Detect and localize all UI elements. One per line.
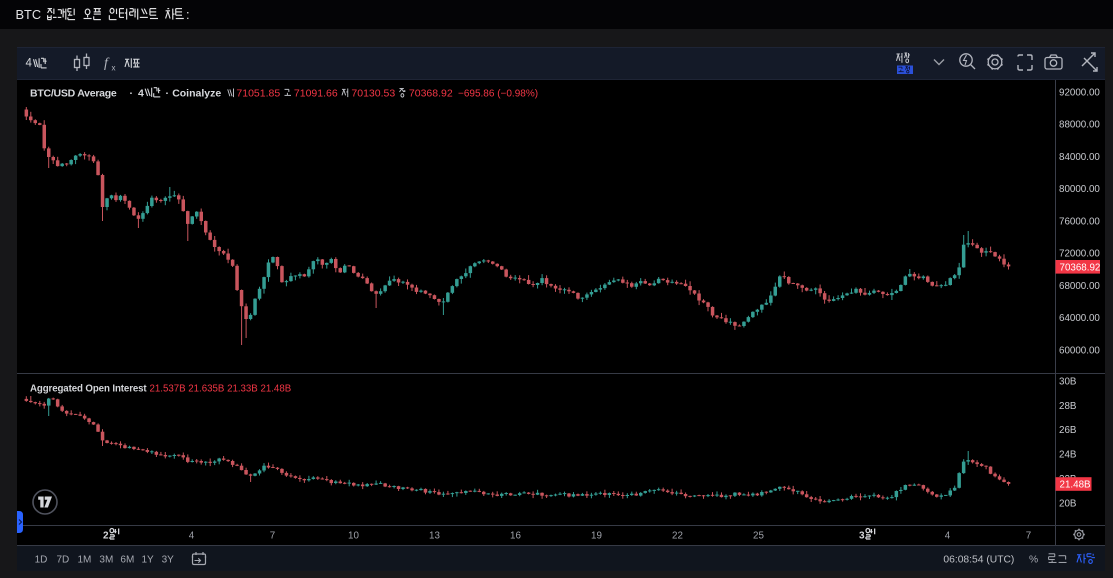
svg-text:72000.00: 72000.00 bbox=[1059, 249, 1100, 260]
svg-text::: : bbox=[186, 7, 190, 22]
svg-text:f: f bbox=[104, 56, 110, 71]
svg-text:4: 4 bbox=[26, 58, 33, 70]
svg-text:3Y: 3Y bbox=[162, 555, 175, 566]
svg-text:21.48B: 21.48B bbox=[1060, 480, 1092, 491]
svg-text:88000.00: 88000.00 bbox=[1059, 120, 1100, 131]
svg-text:3: 3 bbox=[859, 531, 865, 542]
svg-text:7: 7 bbox=[1026, 531, 1031, 542]
svg-text:·: · bbox=[130, 88, 134, 100]
svg-text:70368.92: 70368.92 bbox=[1060, 262, 1101, 273]
svg-text:06:08:54 (UTC): 06:08:54 (UTC) bbox=[943, 555, 1014, 566]
svg-text:1Y: 1Y bbox=[142, 555, 155, 566]
svg-text:Coinalyze: Coinalyze bbox=[172, 88, 221, 100]
svg-text:1D: 1D bbox=[35, 555, 48, 566]
svg-text:92000.00: 92000.00 bbox=[1059, 87, 1100, 98]
svg-text:71091.66: 71091.66 bbox=[294, 88, 338, 100]
svg-text:68000.00: 68000.00 bbox=[1059, 281, 1100, 292]
svg-text:84000.00: 84000.00 bbox=[1059, 152, 1100, 163]
svg-text:76000.00: 76000.00 bbox=[1059, 216, 1100, 227]
svg-text:70130.53: 70130.53 bbox=[351, 88, 395, 100]
svg-text:22: 22 bbox=[672, 531, 683, 542]
svg-text:21.537B 21.635B 21.33B 21.48B: 21.537B 21.635B 21.33B 21.48B bbox=[150, 384, 292, 395]
svg-text:80000.00: 80000.00 bbox=[1059, 184, 1100, 195]
svg-text:60000.00: 60000.00 bbox=[1059, 345, 1100, 356]
svg-text:7D: 7D bbox=[57, 555, 70, 566]
svg-text:·: · bbox=[166, 88, 170, 100]
svg-text:Aggregated Open Interest: Aggregated Open Interest bbox=[30, 384, 147, 395]
svg-text:4: 4 bbox=[189, 531, 195, 542]
svg-text:−695.86 (−0.98%): −695.86 (−0.98%) bbox=[458, 89, 538, 100]
svg-text:3M: 3M bbox=[99, 555, 113, 566]
svg-text:70368.92: 70368.92 bbox=[409, 88, 453, 100]
svg-text:71051.85: 71051.85 bbox=[236, 88, 280, 100]
svg-text:1M: 1M bbox=[78, 555, 92, 566]
svg-text:BTC/USD Average: BTC/USD Average bbox=[30, 88, 117, 100]
svg-text:7: 7 bbox=[270, 531, 275, 542]
svg-text:25: 25 bbox=[753, 531, 764, 542]
svg-text:13: 13 bbox=[429, 531, 440, 542]
svg-text:16: 16 bbox=[510, 531, 521, 542]
svg-text:%: % bbox=[1029, 555, 1038, 566]
svg-text:28B: 28B bbox=[1059, 401, 1077, 412]
svg-text:20B: 20B bbox=[1059, 498, 1077, 509]
svg-text:64000.00: 64000.00 bbox=[1059, 313, 1100, 324]
svg-text:19: 19 bbox=[591, 531, 602, 542]
svg-text:2: 2 bbox=[103, 531, 109, 542]
svg-text:24B: 24B bbox=[1059, 450, 1077, 461]
svg-text:6M: 6M bbox=[120, 555, 134, 566]
svg-text:4: 4 bbox=[945, 531, 951, 542]
svg-text:10: 10 bbox=[348, 531, 359, 542]
svg-text:BTC: BTC bbox=[16, 7, 42, 22]
svg-text:26B: 26B bbox=[1059, 425, 1077, 436]
svg-text:x: x bbox=[112, 64, 116, 73]
svg-text:4: 4 bbox=[138, 88, 144, 100]
svg-text:30B: 30B bbox=[1059, 376, 1077, 387]
